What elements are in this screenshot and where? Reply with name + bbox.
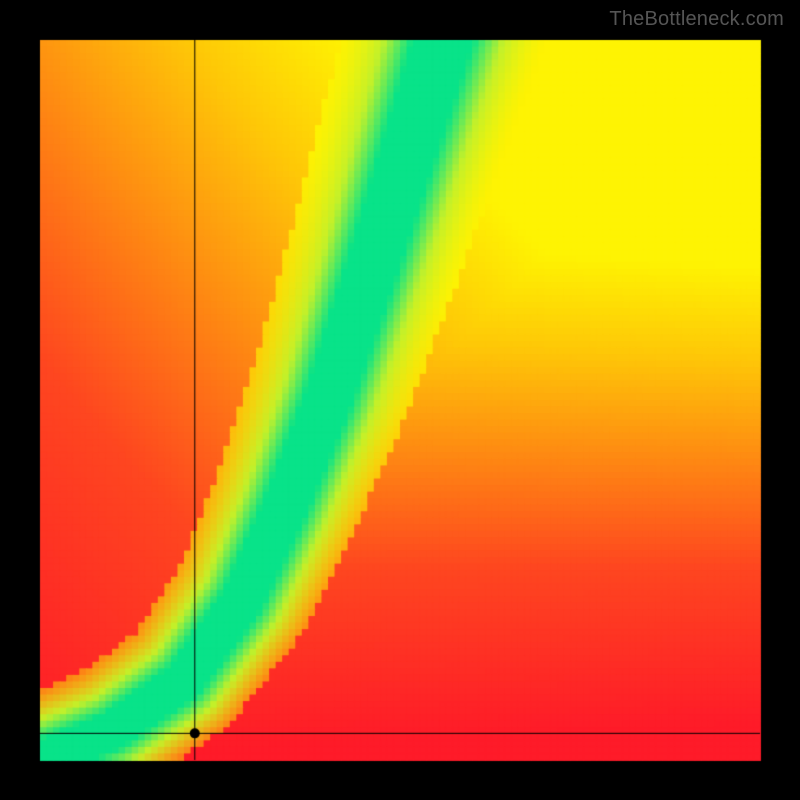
bottleneck-heatmap: [0, 0, 800, 800]
watermark-text: TheBottleneck.com: [609, 8, 784, 31]
